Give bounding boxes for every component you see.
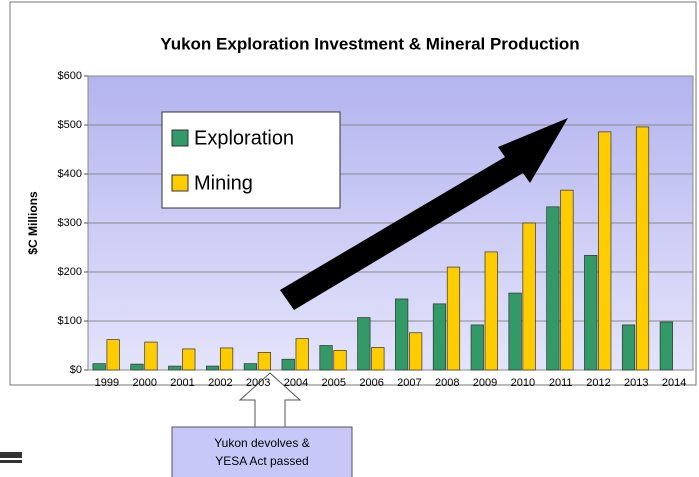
legend-box xyxy=(161,111,341,209)
chart-title: Yukon Exploration Investment & Mineral P… xyxy=(160,34,579,53)
legend-label: Exploration xyxy=(194,127,294,149)
y-tick-label: $400 xyxy=(58,168,82,180)
bar xyxy=(446,266,461,371)
y-tick-label: $0 xyxy=(70,364,82,376)
bar xyxy=(333,350,347,371)
bar xyxy=(144,341,158,371)
x-tick-label: 2007 xyxy=(397,377,421,389)
bar xyxy=(409,332,423,371)
x-tick-label: 2008 xyxy=(435,377,459,389)
y-tick-label: $100 xyxy=(58,315,82,327)
y-axis-label: $C Millions xyxy=(26,191,40,255)
bar xyxy=(92,363,106,371)
bar xyxy=(205,365,220,371)
logo xyxy=(0,452,22,463)
y-tick-label: $300 xyxy=(58,217,82,229)
bar xyxy=(621,324,636,371)
bar xyxy=(560,189,574,371)
x-tick-label: 2006 xyxy=(359,377,383,389)
bar xyxy=(219,347,234,371)
bar xyxy=(508,292,522,371)
bar xyxy=(659,321,673,371)
y-tick-label: $500 xyxy=(58,119,82,131)
bar xyxy=(470,324,484,371)
x-tick-label: 2014 xyxy=(662,377,686,389)
x-tick-label: 2009 xyxy=(473,377,497,389)
annotation-text: Yukon devolves & xyxy=(214,436,309,450)
bar xyxy=(182,348,196,371)
x-tick-label: 2001 xyxy=(170,377,194,389)
x-tick-label: 2003 xyxy=(246,377,270,389)
x-tick-label: 2010 xyxy=(511,377,535,389)
trend-arrow xyxy=(280,118,568,310)
x-tick-label: 2011 xyxy=(549,377,573,389)
legend-swatch xyxy=(171,174,189,192)
x-tick-label: 1999 xyxy=(95,377,119,389)
bar xyxy=(106,339,120,371)
bar xyxy=(484,251,498,371)
bar xyxy=(635,126,650,371)
bar xyxy=(522,222,536,371)
x-tick-label: 2004 xyxy=(284,377,308,389)
bar xyxy=(357,317,371,371)
y-tick-label: $600 xyxy=(58,70,82,82)
x-tick-label: 2002 xyxy=(208,377,232,389)
legend-label: Mining xyxy=(194,172,253,194)
annotation-box xyxy=(171,426,353,477)
legend-swatch xyxy=(171,129,189,147)
bar xyxy=(546,206,560,371)
bar xyxy=(432,303,447,371)
bar xyxy=(319,345,333,371)
bar xyxy=(281,358,295,371)
x-tick-label: 2012 xyxy=(586,377,610,389)
annotation-text: YESA Act passed xyxy=(215,454,308,468)
bar xyxy=(395,298,409,371)
bar xyxy=(584,254,598,371)
y-tick-label: $200 xyxy=(58,266,82,278)
bar xyxy=(295,338,309,371)
bar xyxy=(371,347,385,371)
x-tick-label: 2000 xyxy=(132,377,156,389)
x-tick-label: 2013 xyxy=(624,377,648,389)
x-tick-label: 2005 xyxy=(322,377,346,389)
bar xyxy=(243,363,258,371)
bar xyxy=(257,352,272,371)
bar xyxy=(598,131,612,371)
bar xyxy=(130,363,144,371)
bar xyxy=(168,365,182,371)
